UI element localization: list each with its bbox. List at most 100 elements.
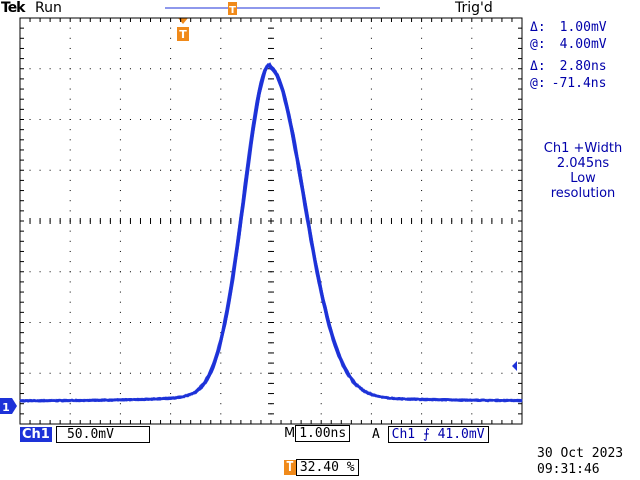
grid-dot	[119, 78, 121, 80]
grid-dot	[220, 230, 222, 232]
grid-dot	[320, 271, 322, 273]
grid-dot	[170, 382, 172, 384]
grid-dot	[320, 190, 322, 192]
grid-dot	[260, 68, 262, 70]
grid-dot	[370, 301, 372, 303]
grid-dot	[441, 169, 443, 171]
grid-dot	[320, 119, 322, 120]
timebase-readout[interactable]: M 1.00ns	[284, 425, 351, 442]
grid-dot	[129, 119, 131, 120]
grid-dot	[451, 271, 453, 273]
grid-dot	[170, 47, 172, 49]
trigger-level: 41.0mV	[437, 427, 485, 442]
grid-dot	[320, 301, 322, 303]
grid-dot	[260, 271, 262, 273]
grid-dot	[119, 382, 121, 384]
grid-dot	[421, 179, 423, 181]
cursor-voltage-at: @: 4.00mV	[530, 37, 607, 52]
grid-dot	[170, 352, 172, 354]
grid-dot	[150, 372, 152, 374]
grid-dot	[320, 261, 322, 263]
cursor-time-delta: Δ: 2.80ns	[530, 59, 607, 74]
grid-dot	[481, 271, 483, 273]
grid-dot	[471, 58, 473, 60]
grid-dot	[170, 250, 172, 252]
grid-dot	[340, 271, 342, 273]
grid-dot	[511, 119, 513, 120]
waveform-acquisition	[19, 62, 523, 403]
grid-dot	[511, 372, 513, 374]
grid-dot	[220, 200, 222, 202]
grid-dot	[320, 372, 322, 374]
grid-dot	[441, 372, 443, 374]
grid-dot	[139, 119, 141, 120]
grid-dot	[119, 200, 121, 202]
grid-dot	[370, 261, 372, 263]
run-state: Run	[35, 0, 62, 16]
trigger-position-readout[interactable]: T 32.40 %	[284, 459, 359, 476]
channel-label: Ch1	[20, 427, 52, 442]
grid-dot	[431, 119, 433, 120]
grid-dot	[119, 47, 121, 49]
grid-dot	[89, 271, 91, 273]
grid-dot	[220, 58, 222, 60]
grid-dot	[109, 372, 111, 374]
grid-dot	[170, 240, 172, 242]
grid-dot	[370, 139, 372, 141]
grid-dot	[320, 98, 322, 100]
grid-dot	[180, 169, 182, 171]
grid-dot	[370, 68, 372, 70]
grid-dot	[421, 413, 423, 415]
grid-dot	[69, 230, 71, 232]
grid-dot	[471, 159, 473, 161]
grid-dot	[491, 68, 493, 70]
grid-dot	[170, 210, 172, 212]
grid-dot	[471, 362, 473, 364]
grid-dot	[370, 37, 372, 39]
grid-dot	[481, 68, 483, 70]
grid-dot	[421, 58, 423, 60]
grid-dot	[280, 322, 282, 323]
grid-dot	[481, 119, 483, 120]
grid-dot	[220, 139, 222, 141]
measurement-value: 2.045ns	[556, 156, 610, 171]
grid-dot	[471, 382, 473, 384]
grid-dot	[170, 159, 172, 161]
grid-dot	[190, 119, 192, 120]
grid-dot	[220, 322, 222, 323]
trigger-readout[interactable]: A Ch1 ⨍ 41.0mV	[372, 426, 489, 443]
grid-dot	[119, 27, 121, 29]
channel-scale-readout[interactable]: Ch1 50.0mV	[20, 426, 150, 443]
grid-dot	[421, 250, 423, 252]
grid-dot	[360, 119, 362, 120]
grid-dot	[370, 362, 372, 364]
grid-dot	[69, 250, 71, 252]
trigger-level-icon	[512, 361, 517, 371]
grid-dot	[501, 68, 503, 70]
grid-dot	[471, 129, 473, 131]
grid-dot	[220, 190, 222, 192]
grid-dot	[280, 271, 282, 273]
grid-dot	[59, 68, 61, 70]
grid-dot	[370, 179, 372, 181]
grid-dot	[401, 271, 403, 273]
grid-dot	[119, 261, 121, 263]
grid-dot	[220, 98, 222, 100]
grid-dot	[370, 98, 372, 100]
grid-dot	[170, 372, 172, 374]
grid-dot	[421, 190, 423, 192]
grid-dot	[370, 372, 372, 374]
grid-dot	[119, 352, 121, 354]
grid-dot	[280, 119, 282, 120]
grid-dot	[170, 119, 172, 120]
grid-dot	[471, 27, 473, 29]
waveform-acquisition	[19, 65, 523, 403]
grid-dot	[370, 119, 372, 120]
grid-dot	[471, 271, 473, 273]
grid-dot	[421, 240, 423, 242]
grid-dot	[471, 240, 473, 242]
grid-dot	[170, 301, 172, 303]
grid-dot	[119, 98, 121, 100]
grid-dot	[471, 139, 473, 141]
grid-dot	[119, 393, 121, 395]
